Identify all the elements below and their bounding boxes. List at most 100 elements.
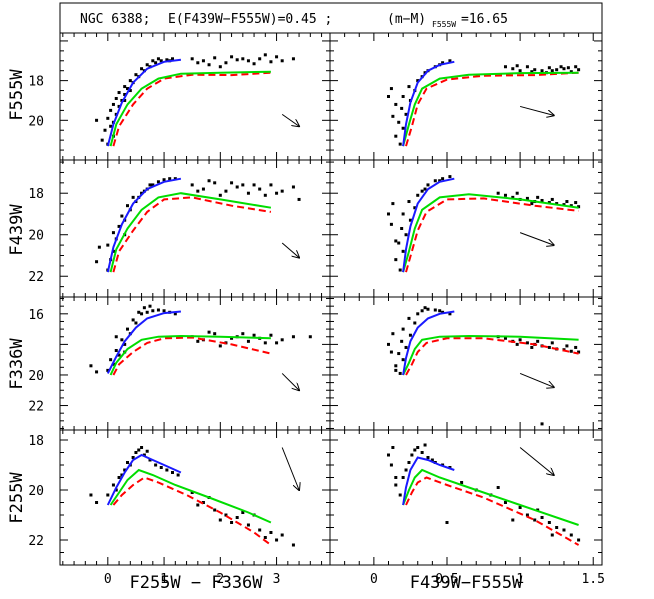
panel-r0-c0-star-point: [201, 59, 205, 63]
panel-r0-c0-star-point: [241, 57, 245, 61]
panel-r1-c0-star-point: [151, 183, 155, 187]
panel-r2-c1-blue-model-curve: [402, 310, 455, 376]
panel-r0-c0-star-point: [117, 104, 121, 108]
panel-r3-c1-star-point: [413, 448, 417, 452]
panel-r0-c0-blue-model-curve: [106, 58, 182, 147]
panel-r1-c0-star-point: [201, 187, 205, 191]
panel-r2-c1-star-point: [398, 371, 402, 375]
panel-r3-c0-star-point: [269, 531, 273, 534]
panel-r2-c1-star-point: [389, 350, 393, 354]
panel-r0-c0-star-point: [134, 73, 138, 77]
panel-r2-c0-star-point: [263, 341, 267, 345]
panel-r1-c0-ytick-label: 18: [28, 187, 44, 202]
panel-r1-c1-star-point: [438, 179, 442, 183]
panel-r2-c0-star-point: [213, 332, 217, 336]
panel-r3-c0-star-point: [154, 463, 158, 467]
panel-r1-c1-star-point: [420, 189, 424, 193]
panel-r2-c1-star-point: [394, 368, 398, 372]
panel-r0-c0-star-point: [263, 53, 267, 57]
panel-r3-c0-star-point: [246, 523, 250, 527]
panel-r0-c0-star-point: [235, 58, 239, 62]
panel-r3-c1-green-model-curve: [402, 468, 579, 526]
panel-r3-c0-star-point: [137, 448, 141, 452]
panel-r0-c0-star-point: [151, 59, 155, 63]
panel-r2-c0-star-point: [162, 309, 166, 313]
panel-r0-c1-star-point: [503, 65, 507, 69]
panel-r3-c0-star-point: [114, 488, 118, 492]
panel-r0-c0-star-point: [275, 55, 279, 59]
panel-r3-c1-star-point: [503, 501, 507, 504]
panel-r1-c0-star-point: [297, 197, 301, 201]
panel-r1-c0-star-point: [213, 181, 217, 185]
panel-r2-c0-star-point: [291, 335, 295, 339]
panel-r0-c1-star-point: [397, 120, 401, 124]
panel-r3-c0-star-point: [131, 456, 135, 459]
panel-r1-c0-green-model-curve: [109, 192, 272, 273]
panel-r3-c1-star-point: [430, 458, 434, 462]
panel-r1-c0-star-point: [97, 245, 101, 249]
panel-r1-c0-star-point: [263, 193, 267, 197]
panel-r3-c0-star-point: [196, 503, 200, 507]
row-title-f555w: F555W: [7, 69, 27, 121]
panel-r2-c1-star-point: [401, 327, 405, 331]
panel-r1-c1-star-point: [426, 183, 430, 187]
panel-r1-c0-reddening-arrow: [281, 242, 299, 258]
panel-r3-c0-star-point: [134, 451, 138, 454]
panel-r0-c1-star-point: [559, 65, 563, 69]
panel-r3-c0-star-point: [120, 473, 124, 477]
panel-r3-c0-star-point: [159, 466, 163, 469]
panel-r0-c1-star-point: [515, 64, 519, 68]
panel-r1-c1-star-point: [386, 212, 390, 216]
panel-r2-c0-star-point: [246, 339, 250, 343]
panel-r0-c0-red-model-curve: [112, 71, 271, 147]
panel-r2-c0-frame: [59, 296, 331, 431]
panel-r3-c1-star-point: [386, 453, 390, 457]
panel-r0-c0-star-point: [145, 63, 149, 67]
panel-r3-c0-star-point: [111, 483, 115, 487]
panel-r3-c0-xtick-label: 2: [216, 572, 224, 587]
panel-r3-c1-star-point: [391, 446, 395, 449]
panel-r0-c0-star-point: [224, 61, 228, 65]
panel-r3-c1-star-point: [540, 516, 544, 519]
panel-r0-c0-star-point: [196, 61, 200, 65]
panel-r1-c0-star-point: [196, 189, 200, 193]
header-distance-sub: F555W: [432, 20, 456, 29]
panel-r1-c0-plot-area: [95, 177, 301, 273]
panel-r1-c1-star-point: [413, 206, 417, 210]
panel-r2-c0-star-point: [218, 344, 222, 348]
panel-r2-c0-star-point: [137, 310, 141, 314]
panel-r3-c0-frame: [59, 429, 331, 566]
panel-r2-c1-star-point: [420, 309, 424, 313]
panel-r0-c1-star-point: [530, 70, 534, 74]
panel-r2-c1-star-point: [416, 312, 420, 316]
panel-r3-c0-xtick-label: 1: [160, 572, 168, 587]
panel-r1-c0-frame: [59, 159, 331, 298]
panel-r1-c1-star-point: [400, 227, 404, 230]
panel-r2-c0-star-point: [126, 327, 129, 331]
panel-r0-c0-star-point: [109, 124, 113, 128]
panel-r0-c0-star-point: [190, 57, 194, 61]
panel-r0-c0-star-point: [207, 63, 211, 67]
panel-r1-c0-star-point: [275, 191, 279, 195]
panel-r3-c0-star-point: [201, 501, 205, 504]
panel-r2-c0-star-point: [120, 338, 124, 342]
panel-r0-c0-star-point: [230, 55, 234, 59]
panel-r2-c0-green-model-curve: [109, 334, 271, 376]
panel-r2-c0-star-point: [148, 304, 152, 308]
panel-r3-c1-star-point: [404, 468, 408, 472]
panel-r2-c1-star-point: [540, 422, 544, 426]
panel-r1-c0-star-point: [235, 185, 239, 189]
panel-r2-c0-star-point: [145, 310, 149, 314]
panel-r0-c1-green-model-curve: [402, 71, 579, 147]
x-axis-title-left: F255W − F336W: [129, 573, 263, 593]
panel-r2-c0-star-point: [106, 368, 110, 372]
panel-r3-c1-plot-area: [386, 443, 581, 546]
panel-r2-c0-red-model-curve: [112, 336, 272, 376]
panel-r0-c0-star-point: [100, 138, 104, 142]
panel-r1-c1-star-point: [404, 233, 408, 237]
panel-r1-c1-star-point: [423, 187, 427, 191]
panel-r3-c1-star-point: [407, 461, 411, 464]
panel-r2-c1-star-point: [536, 339, 540, 343]
panel-r1-c0-star-point: [173, 177, 177, 181]
panel-r1-c1-star-point: [416, 193, 420, 197]
